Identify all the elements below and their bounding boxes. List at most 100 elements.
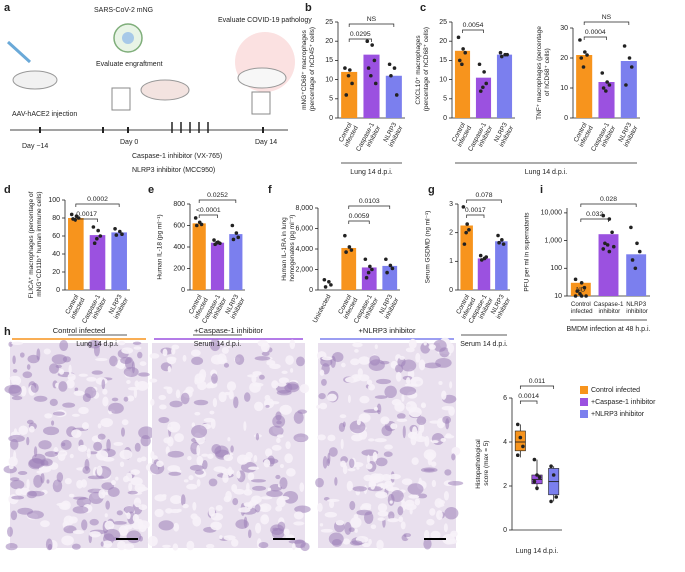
y-axis-label: Histopathological score (max = 5) bbox=[475, 439, 490, 489]
tissue-cell bbox=[101, 379, 106, 390]
x-tick-label: NLRP3 inhibitor bbox=[222, 293, 246, 322]
virus-core bbox=[122, 32, 134, 44]
tissue-cell bbox=[293, 433, 309, 443]
tissue-cell bbox=[266, 490, 283, 498]
tissue-cell bbox=[391, 489, 404, 502]
tissue-cell bbox=[352, 486, 368, 492]
data-point bbox=[363, 257, 368, 262]
data-point bbox=[387, 62, 392, 67]
tissue-cell bbox=[372, 451, 378, 462]
tissue-cell bbox=[212, 397, 218, 408]
tissue bbox=[145, 338, 311, 552]
tissue-cell bbox=[253, 454, 258, 463]
tissue-cell bbox=[33, 474, 43, 488]
tissue-cell bbox=[444, 469, 452, 476]
syringe-icon bbox=[6, 40, 32, 64]
tissue-cell bbox=[414, 436, 427, 443]
tissue-cell bbox=[26, 436, 30, 446]
y-tick-label: 10,000 bbox=[541, 210, 563, 217]
y-axis-label: CXCL10⁺ macrophages (percentage of hCD68… bbox=[415, 27, 430, 113]
tissue-cell bbox=[350, 358, 360, 366]
tissue-cell bbox=[137, 351, 143, 359]
tissue-cell bbox=[354, 349, 359, 353]
significance-bracket bbox=[348, 220, 370, 224]
data-point bbox=[364, 275, 369, 280]
data-point bbox=[370, 43, 374, 47]
data-point bbox=[385, 270, 389, 275]
tissue-cell bbox=[126, 380, 131, 385]
data-point bbox=[91, 225, 96, 229]
y-tick-label: 80 bbox=[52, 215, 60, 222]
data-point bbox=[369, 73, 373, 78]
tissue-cell bbox=[187, 455, 192, 461]
tissue-cell bbox=[332, 352, 344, 363]
tissue-cell bbox=[180, 392, 190, 405]
mouse-icon bbox=[12, 70, 58, 90]
tissue-cell bbox=[71, 543, 81, 550]
tissue-cell bbox=[370, 524, 377, 530]
bar bbox=[570, 282, 591, 296]
data-point bbox=[496, 233, 500, 238]
tissue-cell bbox=[321, 356, 333, 361]
y-tick-label: 2 bbox=[503, 483, 507, 490]
tissue-cell bbox=[252, 485, 267, 491]
bar bbox=[341, 247, 357, 290]
value-label: ND bbox=[576, 287, 586, 294]
tissue-cell bbox=[167, 365, 172, 373]
tissue-cell bbox=[350, 540, 363, 546]
tissue-cell bbox=[358, 413, 371, 423]
p-value: 0.0017 bbox=[465, 207, 486, 214]
data-point bbox=[199, 222, 204, 227]
tissue-cell bbox=[12, 355, 16, 365]
tissue-cell bbox=[315, 477, 324, 488]
tissue-cell bbox=[275, 474, 281, 480]
tissue-cell bbox=[89, 518, 99, 526]
tissue-cell bbox=[27, 490, 45, 497]
tissue-cell bbox=[362, 543, 371, 548]
tissue-cell bbox=[26, 364, 31, 370]
tissue-cell bbox=[138, 504, 148, 511]
data-point bbox=[98, 234, 103, 238]
tissue-cell bbox=[127, 386, 140, 391]
tissue-cell bbox=[299, 383, 310, 394]
y-tick-label: 30 bbox=[560, 25, 568, 32]
tissue-cell bbox=[401, 394, 405, 402]
tissue-cell bbox=[111, 479, 116, 486]
tissue-cell bbox=[102, 396, 109, 407]
tissue-cell bbox=[416, 416, 427, 425]
tissue-cell bbox=[438, 380, 443, 385]
tissue-cell bbox=[281, 370, 288, 375]
tissue-cell bbox=[121, 347, 134, 354]
tissue-cell bbox=[167, 465, 181, 472]
data-point bbox=[521, 444, 525, 449]
tissue-cell bbox=[443, 491, 449, 501]
data-point bbox=[579, 294, 584, 298]
tissue-cell bbox=[109, 355, 118, 367]
data-point bbox=[605, 243, 610, 247]
tissue-cell bbox=[420, 402, 427, 409]
tissue-cell bbox=[89, 531, 101, 538]
tissue bbox=[315, 337, 464, 550]
tissue-cell bbox=[87, 475, 105, 480]
tissue-cell bbox=[419, 422, 425, 434]
data-point bbox=[366, 270, 371, 275]
histology-image bbox=[152, 343, 305, 548]
tissue-cell bbox=[415, 352, 421, 363]
tissue-cell bbox=[104, 513, 108, 518]
significance-bracket bbox=[348, 38, 372, 42]
bar bbox=[626, 254, 647, 296]
data-point bbox=[343, 233, 347, 238]
significance-bracket bbox=[75, 203, 120, 207]
tissue-cell bbox=[205, 543, 215, 549]
data-point bbox=[384, 257, 388, 262]
schematic-label: Day 0 bbox=[120, 139, 138, 146]
y-tick-label: 0 bbox=[56, 287, 60, 294]
box bbox=[514, 430, 526, 452]
data-point bbox=[370, 267, 374, 272]
tissue-cell bbox=[352, 342, 363, 348]
data-point bbox=[579, 280, 584, 285]
tissue-cell bbox=[232, 498, 239, 506]
tissue-cell bbox=[260, 496, 273, 500]
tissue-cell bbox=[287, 381, 299, 390]
data-point bbox=[629, 65, 634, 69]
